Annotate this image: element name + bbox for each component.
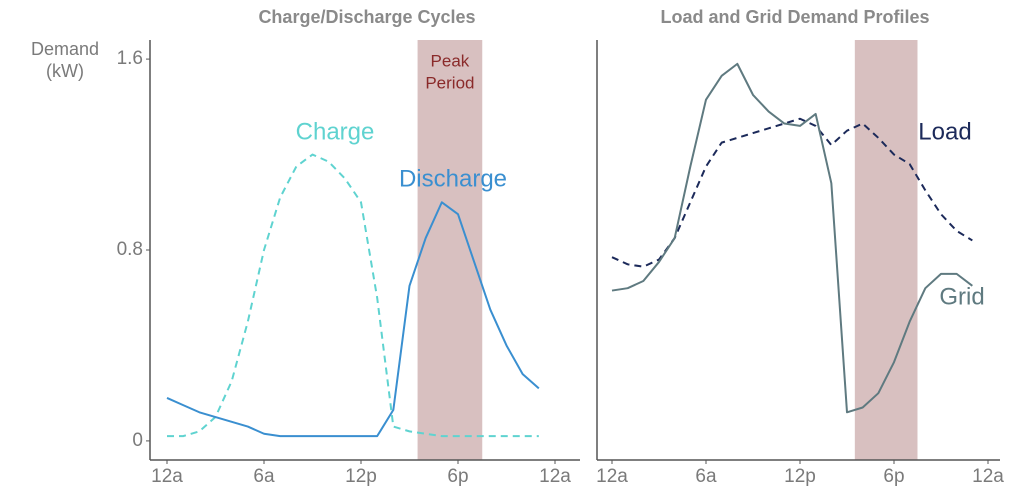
y-tick-label: 0 [132,430,143,451]
x-tick-label: 6a [695,466,717,487]
y-axis-label: Demand [31,39,99,59]
chart-title: Charge/Discharge Cycles [258,7,475,27]
x-tick-label: 12a [539,466,571,487]
x-tick-label: 12p [345,466,377,487]
x-tick-label: 12a [972,466,1004,487]
peak-band [854,40,918,460]
y-tick-label: 0.8 [117,239,143,260]
series-label: Discharge [399,165,507,192]
series-label: Load [918,118,971,145]
x-tick-label: 12a [151,466,183,487]
x-tick-label: 6p [447,466,468,487]
series-label: Charge [296,118,375,145]
y-tick-label: 1.6 [117,48,143,69]
x-tick-label: 12a [596,466,628,487]
y-axis-label: (kW) [46,61,84,81]
series-line [611,62,973,414]
peak-label: Peak [431,51,470,70]
x-tick-label: 6a [253,466,275,487]
peak-label: Period [425,73,474,92]
series-line [167,153,539,438]
peak-band [417,40,483,460]
chart-title: Load and Grid Demand Profiles [660,7,929,27]
series-label: Grid [939,283,984,310]
x-tick-label: 12p [784,466,816,487]
series-line [166,201,540,438]
x-tick-label: 6p [883,466,904,487]
